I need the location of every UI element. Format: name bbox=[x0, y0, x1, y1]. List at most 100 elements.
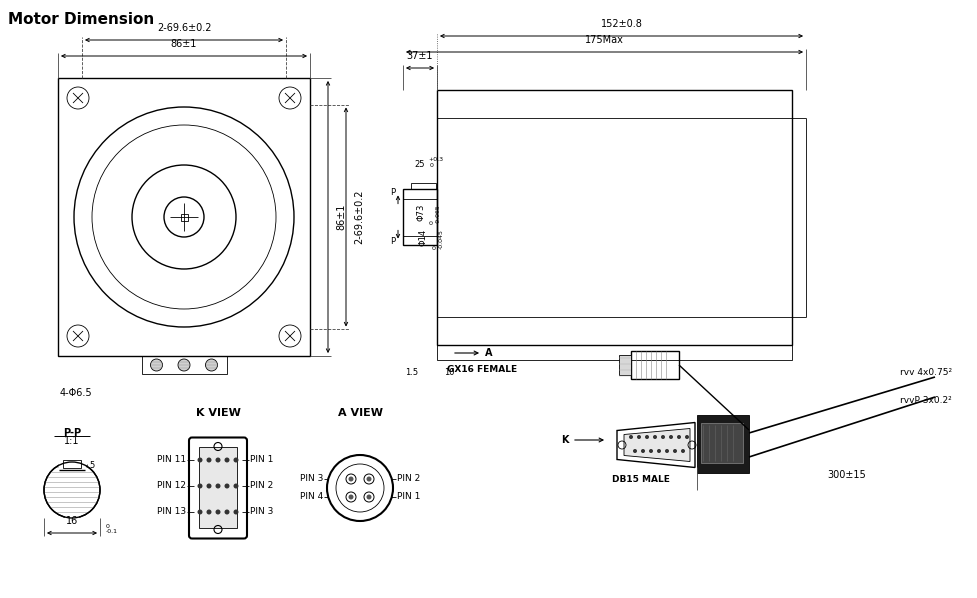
Text: 152±0.8: 152±0.8 bbox=[600, 19, 642, 29]
Circle shape bbox=[363, 492, 373, 502]
Text: PIN 12: PIN 12 bbox=[157, 481, 186, 490]
Text: 10: 10 bbox=[444, 368, 453, 377]
Bar bbox=[59, 460, 85, 470]
Bar bbox=[701, 423, 743, 463]
Circle shape bbox=[44, 462, 100, 518]
Text: 2-69.6±0.2: 2-69.6±0.2 bbox=[354, 190, 363, 244]
Text: rvv 4x0.75²: rvv 4x0.75² bbox=[899, 368, 952, 377]
Text: P: P bbox=[390, 188, 395, 197]
Text: PIN 2: PIN 2 bbox=[397, 474, 420, 484]
Text: Φ14: Φ14 bbox=[417, 228, 427, 246]
Text: PIN 3: PIN 3 bbox=[250, 508, 274, 517]
Circle shape bbox=[628, 435, 632, 439]
Polygon shape bbox=[616, 423, 695, 468]
Circle shape bbox=[657, 449, 660, 453]
Text: P: P bbox=[390, 237, 395, 246]
Circle shape bbox=[366, 477, 371, 481]
Circle shape bbox=[346, 474, 356, 484]
Text: Motor Dimension: Motor Dimension bbox=[8, 12, 154, 27]
Circle shape bbox=[197, 457, 202, 462]
Polygon shape bbox=[623, 429, 690, 462]
Text: 0
-0.045: 0 -0.045 bbox=[433, 229, 444, 249]
Circle shape bbox=[234, 509, 238, 514]
Circle shape bbox=[680, 449, 684, 453]
Text: 300±15: 300±15 bbox=[827, 471, 866, 481]
Bar bbox=[59, 460, 85, 470]
Circle shape bbox=[178, 359, 190, 371]
Bar bbox=[181, 213, 188, 221]
Bar bbox=[410, 182, 436, 188]
Bar bbox=[630, 351, 678, 379]
Text: A VIEW: A VIEW bbox=[337, 408, 382, 418]
Text: PIN 2: PIN 2 bbox=[250, 481, 273, 490]
Text: 5: 5 bbox=[89, 462, 94, 471]
Circle shape bbox=[225, 457, 230, 462]
Circle shape bbox=[640, 449, 645, 453]
Circle shape bbox=[684, 435, 688, 439]
Text: 1.5: 1.5 bbox=[405, 368, 418, 377]
Circle shape bbox=[672, 449, 676, 453]
Text: Φ73: Φ73 bbox=[415, 203, 425, 221]
Circle shape bbox=[234, 484, 238, 489]
Text: 16: 16 bbox=[65, 516, 78, 526]
Text: PIN 13: PIN 13 bbox=[156, 508, 186, 517]
Circle shape bbox=[653, 435, 657, 439]
Bar bbox=[403, 188, 437, 246]
Circle shape bbox=[215, 484, 220, 489]
Text: 2-69.6±0.2: 2-69.6±0.2 bbox=[156, 23, 211, 33]
Circle shape bbox=[206, 509, 211, 514]
Circle shape bbox=[326, 455, 393, 521]
Text: 0
-0.1: 0 -0.1 bbox=[106, 524, 118, 535]
Bar bbox=[58, 78, 310, 356]
Text: 37±1: 37±1 bbox=[406, 51, 433, 61]
Circle shape bbox=[366, 495, 371, 499]
Circle shape bbox=[649, 449, 653, 453]
Text: DB15 MALE: DB15 MALE bbox=[612, 475, 669, 484]
Text: GX16 FEMALE: GX16 FEMALE bbox=[446, 365, 517, 374]
Circle shape bbox=[632, 449, 636, 453]
Text: 0
-0.065: 0 -0.065 bbox=[430, 204, 441, 224]
Bar bbox=[437, 345, 791, 360]
Circle shape bbox=[668, 435, 672, 439]
Text: 1:1: 1:1 bbox=[64, 436, 80, 446]
Text: rvvP 3x0.2²: rvvP 3x0.2² bbox=[899, 396, 951, 405]
Bar bbox=[437, 90, 791, 345]
Text: 86±1: 86±1 bbox=[171, 39, 197, 49]
Circle shape bbox=[206, 457, 211, 462]
FancyBboxPatch shape bbox=[189, 438, 247, 539]
Circle shape bbox=[197, 484, 202, 489]
Circle shape bbox=[645, 435, 649, 439]
Text: A: A bbox=[485, 348, 492, 358]
Text: PIN 3: PIN 3 bbox=[299, 474, 322, 484]
Text: PIN 1: PIN 1 bbox=[397, 493, 420, 502]
Circle shape bbox=[363, 474, 373, 484]
Circle shape bbox=[225, 484, 230, 489]
Text: K VIEW: K VIEW bbox=[195, 408, 240, 418]
Circle shape bbox=[346, 492, 356, 502]
Bar bbox=[618, 355, 630, 375]
Text: 175Max: 175Max bbox=[584, 35, 623, 45]
Text: K: K bbox=[561, 435, 569, 445]
Text: PIN 4: PIN 4 bbox=[299, 493, 322, 502]
Circle shape bbox=[206, 484, 211, 489]
Circle shape bbox=[234, 457, 238, 462]
Circle shape bbox=[348, 477, 353, 481]
Bar bbox=[198, 447, 236, 529]
Bar bbox=[63, 460, 81, 468]
Circle shape bbox=[348, 495, 353, 499]
Circle shape bbox=[150, 359, 162, 371]
Text: P-P: P-P bbox=[63, 428, 81, 438]
Bar bbox=[142, 356, 227, 374]
Circle shape bbox=[664, 449, 668, 453]
Circle shape bbox=[225, 509, 230, 514]
Text: +0.3
 0: +0.3 0 bbox=[428, 157, 443, 168]
Circle shape bbox=[660, 435, 664, 439]
Text: PIN 11: PIN 11 bbox=[156, 456, 186, 465]
Text: 4-Φ6.5: 4-Φ6.5 bbox=[60, 388, 93, 398]
Circle shape bbox=[215, 509, 220, 514]
Circle shape bbox=[197, 509, 202, 514]
Bar bbox=[697, 415, 748, 473]
Circle shape bbox=[205, 359, 217, 371]
Text: 25: 25 bbox=[414, 160, 425, 169]
Circle shape bbox=[215, 457, 220, 462]
